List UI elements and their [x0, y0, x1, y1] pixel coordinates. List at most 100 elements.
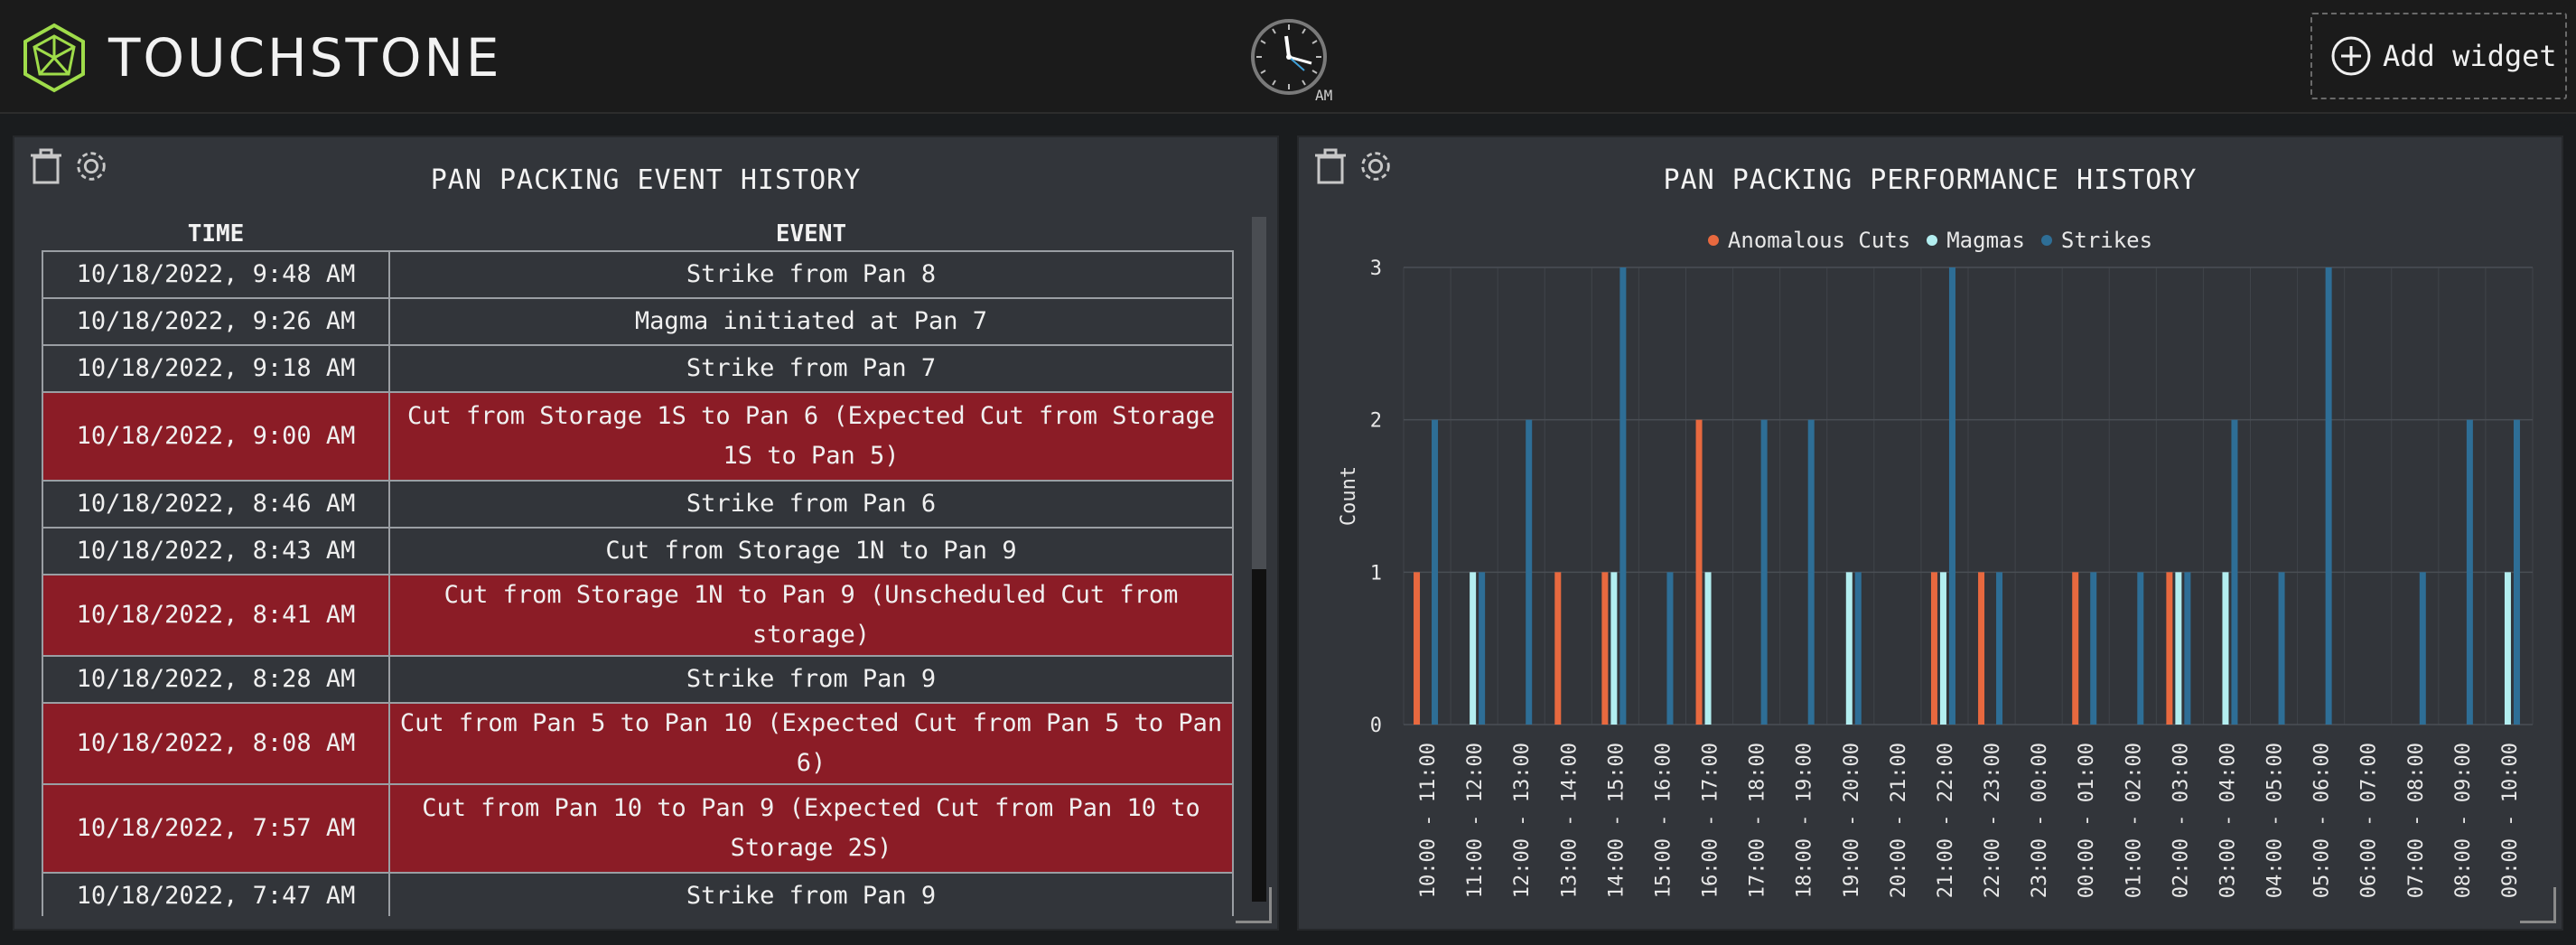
- gear-icon[interactable]: [72, 146, 110, 186]
- bar-magmas: [1610, 572, 1618, 725]
- cell-event: Magma initiated at Pan 7: [388, 297, 1234, 346]
- x-tick-label: 08:00 - 09:00: [2452, 743, 2475, 898]
- event-history-widget: PAN PACKING EVENT HISTORY TIME EVENT 10/…: [13, 136, 1279, 931]
- bar-anomalous-cuts: [1601, 572, 1609, 725]
- cell-time: 10/18/2022, 8:43 AM: [42, 527, 390, 575]
- bar-strikes: [2090, 572, 2097, 725]
- x-tick-label: 03:00 - 04:00: [2217, 743, 2239, 898]
- bar-anomalous-cuts: [1414, 572, 1421, 725]
- bar-strikes: [1526, 419, 1533, 725]
- table-row[interactable]: 10/18/2022, 8:46 AM Strike from Pan 6: [42, 480, 1234, 529]
- bar-magmas: [2222, 572, 2229, 725]
- bar-anomalous-cuts: [2166, 572, 2173, 725]
- bar-strikes: [1996, 572, 2003, 725]
- cell-time: 10/18/2022, 9:00 AM: [42, 391, 390, 482]
- cell-time: 10/18/2022, 9:26 AM: [42, 297, 390, 346]
- x-tick-label: 19:00 - 20:00: [1841, 743, 1863, 898]
- x-tick-label: 22:00 - 23:00: [1982, 743, 2004, 898]
- bar-magmas: [1470, 572, 1477, 725]
- table-row[interactable]: 10/18/2022, 9:26 AM Magma initiated at Pa…: [42, 297, 1234, 346]
- column-header-event[interactable]: EVENT: [775, 220, 847, 248]
- y-tick-label: 2: [1370, 410, 1382, 433]
- legend-item-anomalous-cuts[interactable]: Anomalous Cuts: [1707, 228, 1911, 253]
- bar-anomalous-cuts: [1554, 572, 1562, 725]
- cell-event: Cut from Storage 1S to Pan 6 (Expected C…: [388, 391, 1234, 482]
- table-row[interactable]: 10/18/2022, 8:43 AM Cut from Storage 1N t…: [42, 527, 1234, 575]
- x-tick-label: 17:00 - 18:00: [1747, 743, 1769, 898]
- trash-icon[interactable]: [1311, 146, 1349, 186]
- legend-item-magmas[interactable]: Magmas: [1927, 228, 2025, 253]
- x-tick-label: 05:00 - 06:00: [2311, 743, 2334, 898]
- clock-icon: [1251, 19, 1327, 95]
- bar-strikes: [2137, 572, 2144, 725]
- x-tick-label: 16:00 - 17:00: [1700, 743, 1722, 898]
- cell-event: Strike from Pan 8: [388, 250, 1234, 299]
- trash-icon[interactable]: [27, 146, 65, 186]
- table-row-alert[interactable]: 10/18/2022, 7:57 AM Cut from Pan 10 to Pa…: [42, 783, 1234, 874]
- plus-circle-icon: [2331, 36, 2371, 76]
- scrollbar-thumb[interactable]: [1252, 217, 1266, 569]
- y-axis-label: Count: [1338, 466, 1360, 526]
- table-row-alert[interactable]: 10/18/2022, 8:41 AM Cut from Storage 1N t…: [42, 574, 1234, 657]
- bar-strikes: [1854, 572, 1862, 725]
- table-row[interactable]: 10/18/2022, 7:47 AM Strike from Pan 9: [42, 872, 1234, 916]
- resize-handle[interactable]: [2520, 887, 2556, 923]
- add-widget-button[interactable]: Add widget: [2310, 13, 2567, 99]
- bar-chart: 0 1 2 3 Count 10:00 - 11:00 11:00 - 12:00 12:00…: [1338, 257, 2534, 898]
- bar-strikes: [1619, 267, 1627, 725]
- event-table-container: TIME EVENT 10/18/2022, 9:48 AM Strike fro…: [42, 217, 1252, 916]
- legend-label: Strikes: [2060, 228, 2153, 253]
- clock-period-label: AM: [1315, 87, 1333, 104]
- bar-magmas: [2175, 572, 2182, 725]
- gear-icon[interactable]: [1357, 146, 1395, 186]
- x-tick-label: 23:00 - 00:00: [2029, 743, 2051, 898]
- bar-strikes: [2419, 572, 2426, 725]
- widget-title: PAN PACKING EVENT HISTORY: [430, 164, 862, 196]
- bar-strikes: [1666, 572, 1674, 725]
- x-tick-label: 21:00 - 22:00: [1935, 743, 1957, 898]
- y-tick-label: 3: [1370, 257, 1382, 280]
- chart-legend: Anomalous Cuts Magmas Strikes: [1299, 228, 2562, 253]
- bar-strikes: [2513, 419, 2520, 725]
- x-tick-label: 06:00 - 07:00: [2358, 743, 2381, 898]
- x-tick-label: 18:00 - 19:00: [1794, 743, 1816, 898]
- bar-strikes: [2278, 572, 2285, 725]
- table-row[interactable]: 10/18/2022, 8:28 AM Strike from Pan 9: [42, 655, 1234, 704]
- cell-event: Strike from Pan 7: [388, 344, 1234, 393]
- bar-anomalous-cuts: [1695, 419, 1703, 725]
- legend-label: Anomalous Cuts: [1727, 228, 1911, 253]
- table-row-alert[interactable]: 10/18/2022, 8:08 AM Cut from Pan 5 to Pan…: [42, 702, 1234, 785]
- y-tick-label: 0: [1370, 715, 1382, 737]
- cell-time: 10/18/2022, 8:41 AM: [42, 574, 390, 657]
- table-row-alert[interactable]: 10/18/2022, 9:00 AM Cut from Storage 1S t…: [42, 391, 1234, 482]
- cell-event: Cut from Pan 5 to Pan 10 (Expected Cut f…: [388, 702, 1234, 785]
- top-bar: TOUCHSTONE AM Add widget: [0, 0, 2576, 114]
- x-tick-label: 20:00 - 21:00: [1888, 743, 1910, 898]
- performance-history-widget: PAN PACKING PERFORMANCE HISTORY Anomalou…: [1297, 136, 2563, 931]
- y-tick-label: 1: [1370, 562, 1382, 585]
- cell-event: Strike from Pan 6: [388, 480, 1234, 529]
- x-tick-label: 07:00 - 08:00: [2405, 743, 2428, 898]
- event-table: TIME EVENT 10/18/2022, 9:48 AM Strike fro…: [42, 217, 1234, 916]
- bar-anomalous-cuts: [1930, 572, 1937, 725]
- table-row[interactable]: 10/18/2022, 9:48 AM Strike from Pan 8: [42, 250, 1234, 299]
- resize-handle[interactable]: [1236, 887, 1272, 923]
- x-tick-label: 10:00 - 11:00: [1417, 743, 1440, 898]
- legend-item-strikes[interactable]: Strikes: [2040, 228, 2153, 253]
- bar-strikes: [1948, 267, 1955, 725]
- x-tick-label: 09:00 - 10:00: [2499, 743, 2522, 898]
- bar-magmas: [2504, 572, 2511, 725]
- legend-label: Magmas: [1946, 228, 2025, 253]
- x-tick-label: 13:00 - 14:00: [1558, 743, 1581, 898]
- bar-anomalous-cuts: [2072, 572, 2079, 725]
- x-tick-label: 04:00 - 05:00: [2264, 743, 2287, 898]
- bar-strikes: [2184, 572, 2191, 725]
- widget-title: PAN PACKING PERFORMANCE HISTORY: [1663, 164, 2198, 196]
- column-header-time[interactable]: TIME: [187, 220, 245, 248]
- x-tick-label: 00:00 - 01:00: [2076, 743, 2098, 898]
- legend-swatch: [1927, 235, 1938, 246]
- table-row[interactable]: 10/18/2022, 9:18 AM Strike from Pan 7: [42, 344, 1234, 393]
- cell-time: 10/18/2022, 8:46 AM: [42, 480, 390, 529]
- cell-time: 10/18/2022, 9:48 AM: [42, 250, 390, 299]
- cell-event: Cut from Pan 10 to Pan 9 (Expected Cut f…: [388, 783, 1234, 874]
